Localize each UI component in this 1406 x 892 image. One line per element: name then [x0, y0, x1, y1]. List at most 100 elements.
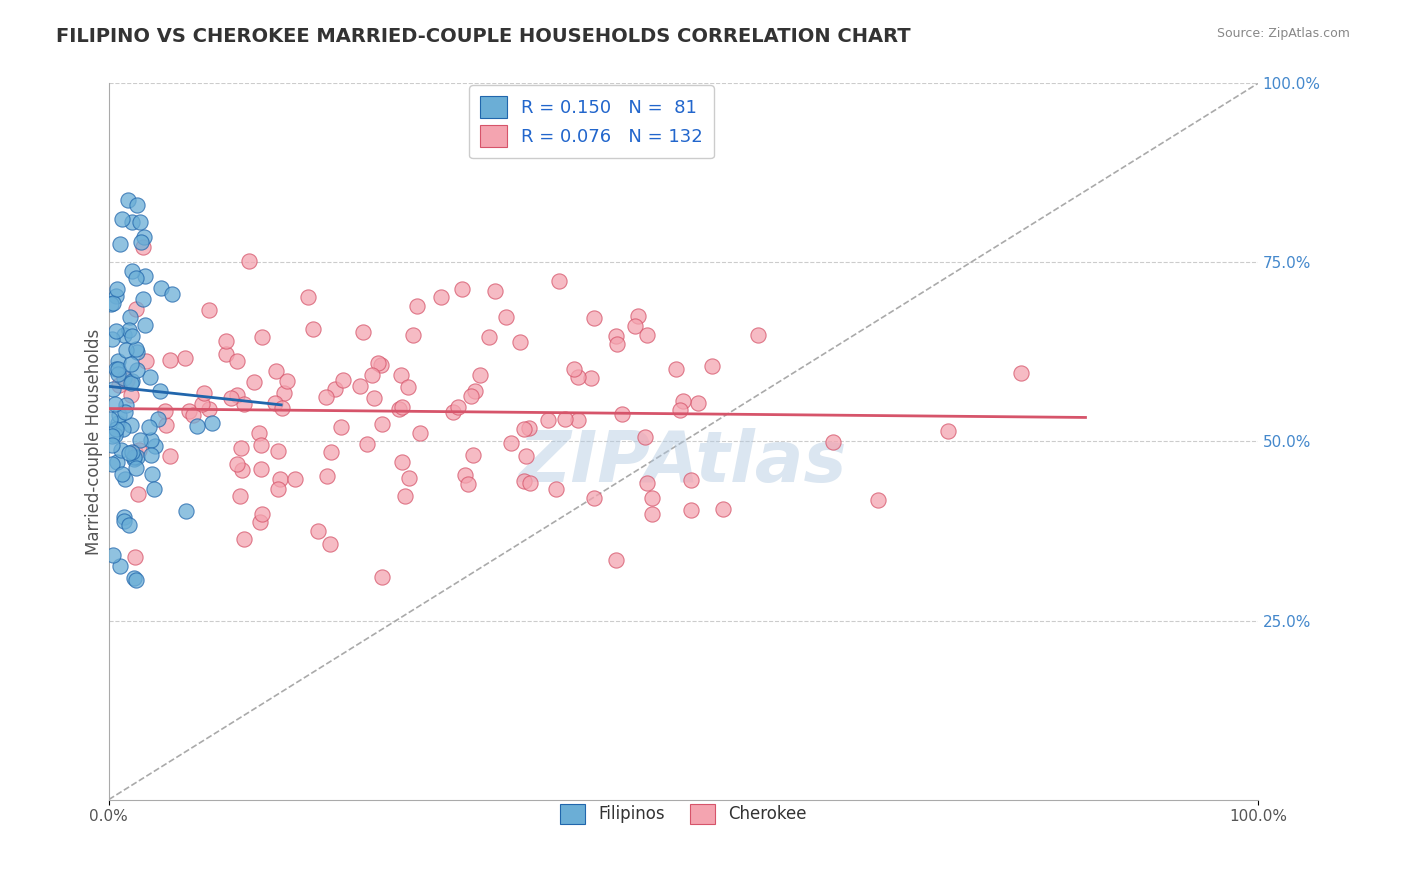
- Point: [121, 264, 143, 278]
- Point: [214, 347, 236, 361]
- Point: [484, 284, 506, 298]
- Point: [104, 397, 127, 411]
- Point: [191, 397, 214, 411]
- Point: [391, 455, 413, 469]
- Text: Source: ZipAtlas.com: Source: ZipAtlas.com: [1216, 27, 1350, 40]
- Point: [681, 473, 703, 487]
- Point: [103, 382, 125, 396]
- Point: [250, 329, 273, 343]
- Point: [302, 322, 325, 336]
- Point: [114, 405, 136, 419]
- Point: [186, 418, 208, 433]
- Point: [111, 467, 134, 481]
- Point: [104, 324, 127, 338]
- Point: [104, 427, 127, 442]
- Point: [672, 394, 695, 409]
- Point: [108, 378, 131, 392]
- Point: [605, 329, 627, 343]
- Point: [470, 368, 492, 383]
- Point: [120, 310, 142, 324]
- Point: [118, 445, 141, 459]
- Point: [121, 445, 143, 459]
- Point: [107, 408, 129, 422]
- Point: [460, 389, 482, 403]
- Point: [160, 287, 183, 301]
- Point: [174, 351, 197, 365]
- Point: [125, 343, 148, 357]
- Point: [125, 302, 148, 317]
- Point: [127, 486, 149, 500]
- Point: [103, 296, 125, 310]
- Point: [121, 329, 143, 343]
- Point: [111, 212, 134, 227]
- Point: [107, 367, 129, 381]
- Point: [457, 477, 479, 491]
- Point: [112, 514, 135, 528]
- Point: [626, 309, 648, 323]
- Point: [101, 548, 124, 562]
- Point: [132, 240, 155, 254]
- Point: [284, 472, 307, 486]
- Point: [105, 455, 128, 469]
- Point: [108, 236, 131, 251]
- Point: [114, 343, 136, 358]
- Point: [233, 397, 256, 411]
- Point: [108, 558, 131, 573]
- Point: [567, 412, 589, 426]
- Point: [143, 439, 166, 453]
- Point: [612, 407, 634, 421]
- Point: [101, 437, 124, 451]
- Point: [363, 391, 385, 405]
- Point: [148, 384, 170, 398]
- Point: [128, 442, 150, 457]
- Point: [451, 282, 474, 296]
- Point: [219, 391, 242, 405]
- Point: [122, 452, 145, 467]
- Point: [564, 362, 586, 376]
- Point: [409, 425, 432, 440]
- Point: [125, 271, 148, 285]
- Point: [177, 404, 200, 418]
- Point: [129, 235, 152, 249]
- Point: [134, 230, 156, 244]
- Point: [352, 325, 374, 339]
- Point: [264, 364, 287, 378]
- Point: [198, 303, 221, 318]
- Point: [231, 463, 253, 477]
- Point: [388, 401, 411, 416]
- Point: [159, 352, 181, 367]
- Point: [153, 403, 176, 417]
- Point: [127, 198, 149, 212]
- Point: [267, 482, 290, 496]
- Point: [544, 482, 567, 496]
- Point: [250, 438, 273, 452]
- Point: [297, 290, 319, 304]
- Point: [548, 274, 571, 288]
- Point: [537, 412, 560, 426]
- Point: [112, 371, 135, 385]
- Point: [509, 334, 531, 349]
- Point: [686, 395, 709, 409]
- Point: [249, 462, 271, 476]
- Point: [513, 422, 536, 436]
- Point: [150, 281, 173, 295]
- Point: [1010, 367, 1032, 381]
- Point: [124, 444, 146, 458]
- Point: [201, 416, 224, 430]
- Point: [402, 328, 425, 343]
- Point: [226, 457, 249, 471]
- Point: [821, 434, 844, 449]
- Point: [866, 493, 889, 508]
- Point: [214, 334, 236, 348]
- Point: [117, 518, 139, 533]
- Point: [105, 421, 128, 435]
- Point: [238, 253, 260, 268]
- Point: [146, 412, 169, 426]
- Point: [276, 374, 298, 388]
- Point: [143, 482, 166, 496]
- Point: [198, 402, 221, 417]
- Point: [193, 386, 215, 401]
- Point: [315, 469, 337, 483]
- Point: [441, 404, 464, 418]
- Point: [139, 370, 162, 384]
